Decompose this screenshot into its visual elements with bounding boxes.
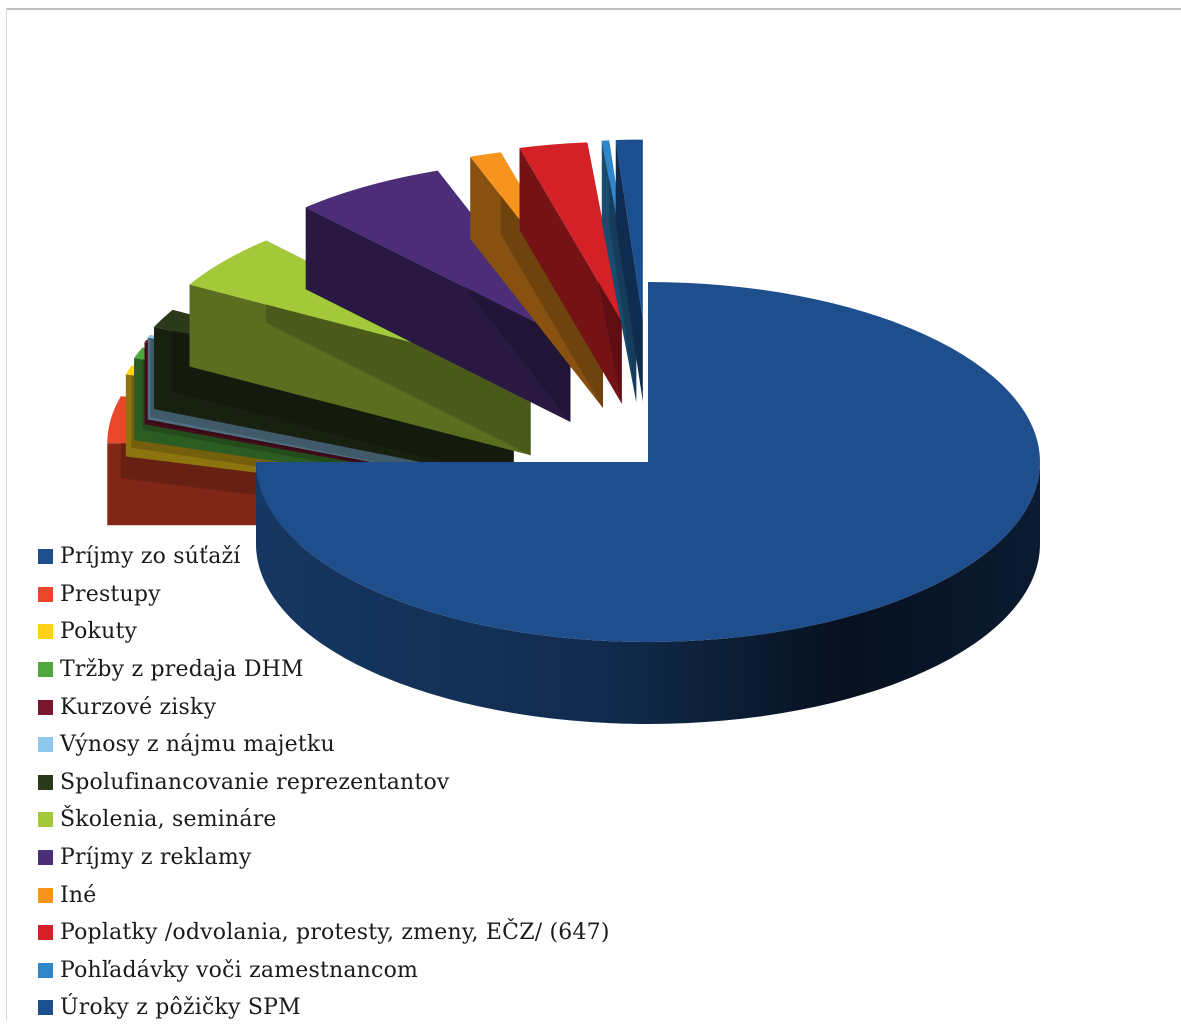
pie-slice-top	[519, 142, 622, 322]
legend-item: Úroky z pôžičky SPM	[38, 989, 610, 1027]
pie-slice	[256, 282, 1040, 724]
legend-label: Príjmy zo súťaží	[60, 544, 241, 570]
pie-slice-edge	[189, 284, 531, 456]
pie-slice-edge	[615, 140, 643, 402]
legend-item: Poplatky /odvolania, protesty, zmeny, EČ…	[38, 914, 610, 952]
legend-item: Tržby z predaja DHM	[38, 651, 610, 689]
legend-item: Výnosy z nájmu majetku	[38, 726, 610, 764]
legend-swatch	[38, 962, 53, 978]
pie-slice-edge	[519, 147, 622, 404]
legend-item: Pohľadávky voči zamestnancom	[38, 952, 610, 990]
legend-item: Spolufinancovanie reprezentantov	[38, 764, 610, 802]
pie-slice	[519, 142, 622, 404]
legend-swatch	[38, 812, 53, 828]
legend-label: Úroky z pôžičky SPM	[60, 995, 301, 1021]
legend-swatch	[38, 1000, 53, 1016]
pie-slice-wall	[256, 462, 1040, 724]
legend-swatch	[38, 699, 53, 715]
legend-swatch	[38, 850, 53, 866]
legend-label: Tržby z predaja DHM	[60, 657, 304, 683]
legend-swatch	[38, 586, 53, 602]
legend-item: Školenia, semináre	[38, 801, 610, 839]
legend: Príjmy zo súťaží Prestupy Pokuty Tržby z pr…	[38, 538, 610, 1027]
pie-slice-top	[615, 139, 643, 320]
chart-frame	[6, 8, 1181, 1020]
legend-label: Poplatky /odvolania, protesty, zmeny, EČ…	[60, 920, 610, 946]
legend-label: Prestupy	[60, 581, 161, 607]
legend-item: Pokuty	[38, 613, 610, 651]
legend-label: Príjmy z reklamy	[60, 845, 252, 871]
legend-swatch	[38, 624, 53, 640]
legend-item: Príjmy zo súťaží	[38, 538, 610, 576]
legend-label: Školenia, semináre	[60, 807, 277, 833]
legend-item: Prestupy	[38, 576, 610, 614]
legend-label: Pokuty	[60, 619, 138, 645]
legend-item: Iné	[38, 876, 610, 914]
legend-item: Príjmy z reklamy	[38, 839, 610, 877]
legend-item: Kurzové zisky	[38, 688, 610, 726]
legend-swatch	[38, 774, 53, 790]
legend-label: Iné	[60, 882, 97, 908]
pie-slice-edge	[305, 207, 571, 423]
legend-swatch	[38, 925, 53, 941]
legend-label: Kurzové zisky	[60, 694, 217, 720]
legend-swatch	[38, 662, 53, 678]
legend-swatch	[38, 737, 53, 753]
pie-slice	[615, 139, 643, 402]
legend-label: Pohľadávky voči zamestnancom	[60, 957, 419, 983]
pie-slice-top	[305, 170, 571, 341]
legend-label: Spolufinancovanie reprezentantov	[60, 769, 450, 795]
legend-swatch	[38, 887, 53, 903]
legend-swatch	[38, 549, 53, 565]
pie-slice-top	[256, 282, 1040, 642]
legend-label: Výnosy z nájmu majetku	[60, 732, 335, 758]
